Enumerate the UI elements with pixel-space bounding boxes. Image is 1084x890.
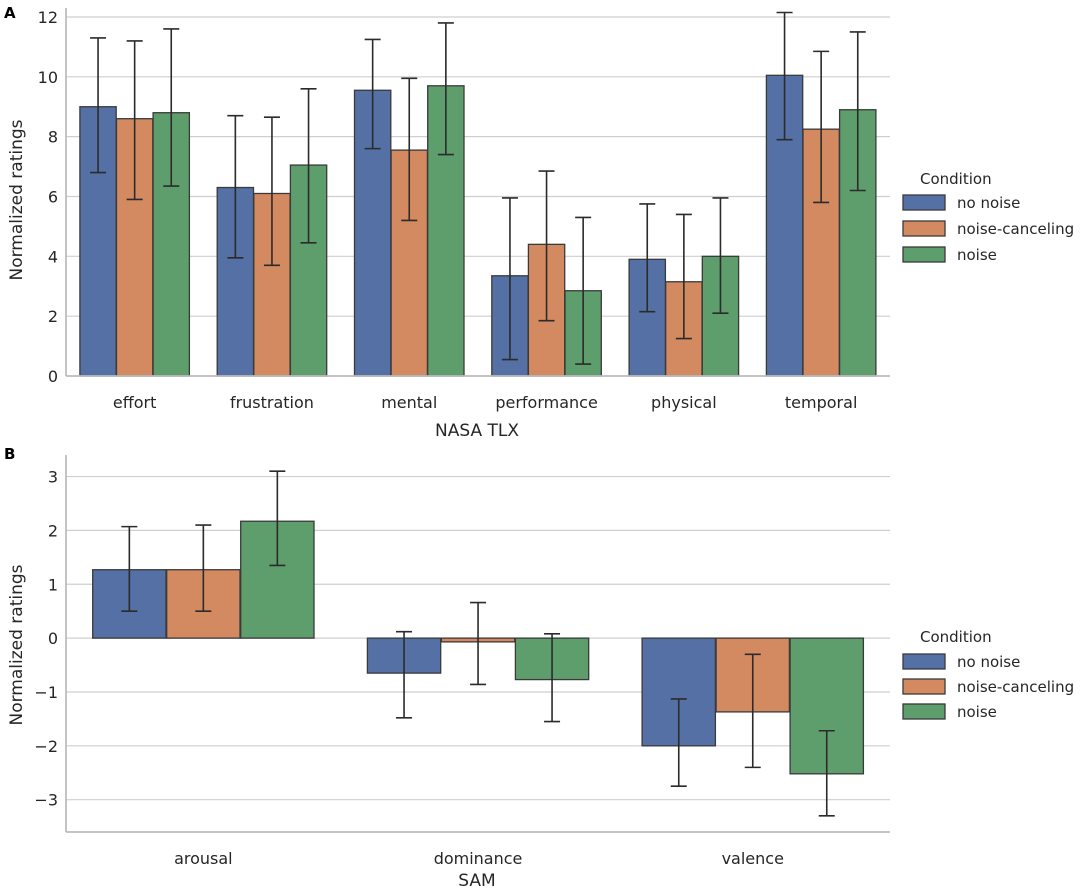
panel-a-legend-swatch-no-noise (902, 194, 946, 211)
panel-a-x-tick-label-mental: mental (381, 393, 437, 412)
panel-b-axes (65, 455, 890, 833)
panel-b-error-bars (121, 470, 835, 817)
panel-a: A 0 2 4 6 8 10 12 effort frustration mental perfo… (4, 4, 1074, 441)
panel-a-error-bar-effort-noise-canceling (126, 40, 143, 201)
panel-b-x-tick-label-arousal: arousal (174, 849, 233, 868)
panel-a-legend-swatch-noise (902, 246, 946, 263)
panel-a-error-bar-frustration-no-noise (227, 114, 244, 259)
panel-a-error-bars (90, 11, 866, 365)
panel-b-x-axis-title: SAM (458, 871, 495, 890)
panel-a-error-bar-temporal-noise (849, 31, 866, 192)
panel-b-y-tick-label: 0 (48, 629, 58, 648)
panel-a-error-bar-performance-no-noise (501, 197, 518, 361)
panel-a-error-bar-mental-noise-canceling (401, 77, 418, 222)
panel-b: B −3 −2 −1 0 1 2 3 arousal dominance valence SAM… (4, 445, 1074, 890)
panel-b-error-bar-valence-noise (818, 729, 835, 817)
panel-a-y-tick-label: 6 (48, 187, 58, 206)
panel-a-axes (65, 8, 890, 377)
panel-a-legend: Condition no noise noise-canceling noise (902, 170, 1074, 264)
panel-b-error-bar-valence-no-noise (670, 698, 687, 788)
panel-a-x-tick-label-temporal: temporal (785, 393, 857, 412)
panel-b-y-tick-label: 1 (48, 575, 58, 594)
panel-b-y-tick-label: −3 (34, 791, 58, 810)
panel-a-x-axis-title: NASA TLX (435, 421, 519, 441)
panel-b-legend-swatch-noise-canceling (902, 678, 946, 695)
panel-b-letter: B (4, 445, 15, 463)
panel-b-error-bar-dominance-noise (544, 633, 561, 723)
panel-a-error-bar-mental-no-noise (364, 38, 381, 150)
panel-b-y-axis-title: Normalized ratings (7, 564, 27, 725)
panel-a-legend-label-no-noise: no noise (957, 194, 1020, 212)
panel-a-x-tick-label-frustration: frustration (230, 393, 314, 412)
panel-a-error-bar-temporal-noise-canceling (813, 50, 830, 204)
panel-a-x-tick-label-performance: performance (495, 393, 597, 412)
panel-b-x-tick-label-valence: valence (722, 849, 784, 868)
panel-b-y-tick-label: −1 (34, 683, 58, 702)
panel-a-x-tick-labels: effort frustration mental performance physic… (113, 393, 858, 412)
panel-a-legend-title: Condition (920, 170, 992, 188)
panel-a-letter: A (4, 4, 16, 22)
panel-a-x-tick-label-effort: effort (113, 393, 157, 412)
panel-a-error-bar-performance-noise (575, 216, 592, 365)
panel-b-error-bar-arousal-no-noise (121, 525, 138, 612)
panel-a-error-bar-physical-noise-canceling (675, 213, 692, 340)
panel-b-y-tick-label: 2 (48, 521, 58, 540)
panel-b-legend-label-noise: noise (957, 703, 997, 721)
panel-b-legend-title: Condition (920, 628, 992, 646)
panel-b-error-bar-arousal-noise (269, 470, 286, 567)
panel-b-legend-label-noise-canceling: noise-canceling (957, 678, 1074, 696)
panel-a-legend-label-noise-canceling: noise-canceling (957, 220, 1074, 238)
panel-a-error-bar-physical-noise (712, 197, 729, 314)
panel-a-bars (79, 74, 877, 377)
panel-a-error-bar-frustration-noise (300, 87, 317, 244)
panel-a-error-bar-performance-noise-canceling (538, 170, 555, 322)
panel-a-error-bar-effort-noise (163, 28, 180, 187)
panel-a-error-bar-effort-no-noise (90, 37, 107, 174)
panel-b-legend-swatch-no-noise (902, 653, 946, 670)
panel-a-legend-label-noise: noise (957, 246, 997, 264)
panel-b-error-bar-dominance-noise-canceling (470, 601, 487, 686)
panel-b-y-tick-label: 3 (48, 468, 58, 487)
panel-a-error-bar-frustration-noise-canceling (263, 116, 280, 267)
panel-b-error-bar-dominance-no-noise (396, 630, 413, 719)
panel-b-y-tick-labels: −3 −2 −1 0 1 2 3 (34, 468, 58, 810)
panel-a-y-tick-label: 0 (48, 367, 58, 386)
panel-a-error-bar-mental-noise (437, 22, 454, 156)
panel-a-y-tick-label: 4 (48, 247, 58, 266)
panel-a-y-tick-labels: 0 2 4 6 8 10 12 (38, 8, 58, 386)
panel-a-gridlines (66, 16, 890, 377)
panel-a-error-bar-physical-no-noise (639, 203, 656, 313)
panel-b-legend-swatch-noise (902, 703, 946, 720)
panel-b-error-bar-arousal-noise-canceling (195, 524, 212, 612)
panel-b-x-tick-labels: arousal dominance valence (174, 849, 784, 868)
panel-a-y-tick-label: 10 (38, 68, 58, 87)
panel-b-legend: Condition no noise noise-canceling noise (902, 628, 1074, 721)
panel-b-error-bar-valence-noise-canceling (744, 653, 761, 769)
panel-a-y-tick-label: 8 (48, 128, 58, 147)
panel-a-x-tick-label-physical: physical (651, 393, 717, 412)
panel-a-legend-swatch-noise-canceling (902, 220, 946, 237)
panel-b-y-tick-label: −2 (34, 737, 58, 756)
panel-a-error-bar-temporal-no-noise (776, 11, 793, 141)
panel-b-x-tick-label-dominance: dominance (434, 849, 523, 868)
panel-a-y-tick-label: 2 (48, 307, 58, 326)
panel-a-y-tick-label: 12 (38, 8, 58, 27)
panel-a-y-axis-title: Normalized ratings (7, 119, 27, 280)
panel-b-legend-label-no-noise: no noise (957, 653, 1020, 671)
